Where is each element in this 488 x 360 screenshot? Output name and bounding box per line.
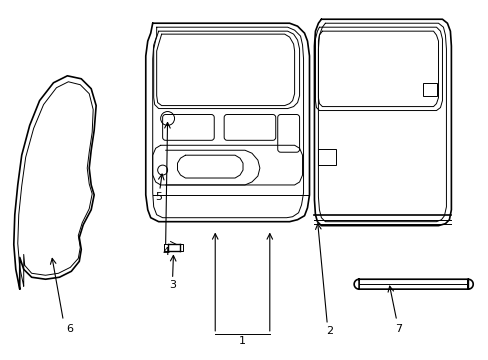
- Text: 6: 6: [66, 324, 73, 334]
- Text: 3: 3: [169, 280, 176, 290]
- Text: 1: 1: [238, 336, 245, 346]
- Text: 2: 2: [325, 326, 332, 336]
- Text: 7: 7: [394, 324, 402, 334]
- Bar: [318, 149, 336, 165]
- Text: 5: 5: [155, 192, 162, 202]
- Text: 4: 4: [162, 247, 169, 257]
- Bar: [422, 83, 437, 96]
